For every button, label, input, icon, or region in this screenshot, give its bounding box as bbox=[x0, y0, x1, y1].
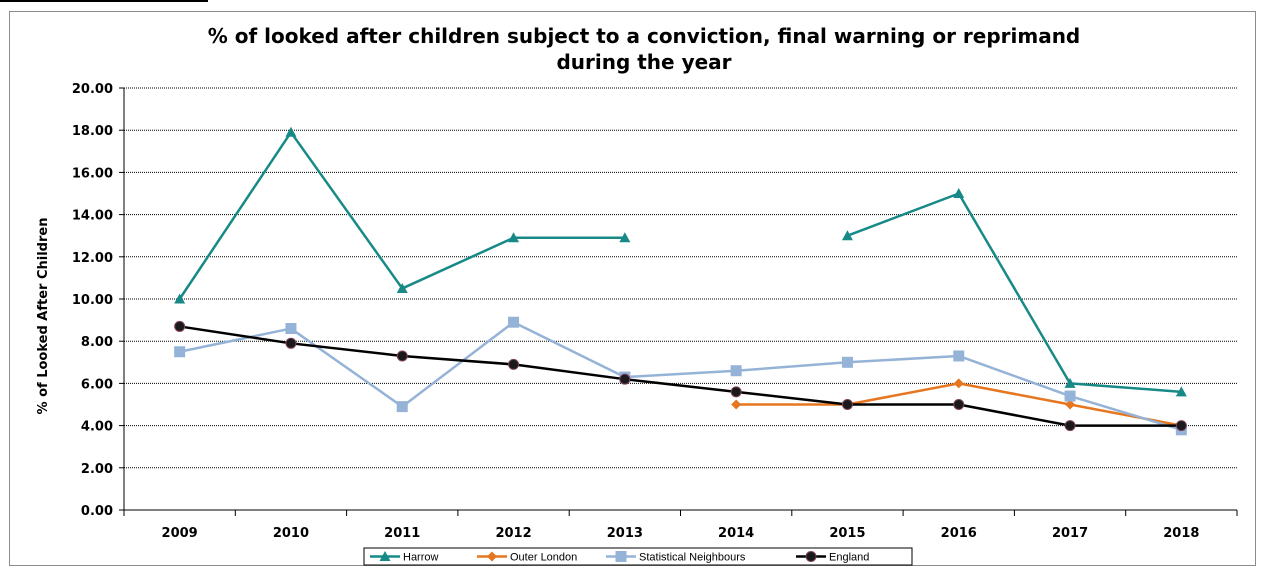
data-point-england-2012 bbox=[508, 358, 520, 370]
data-point-england-2018 bbox=[1175, 420, 1187, 432]
chart-title-line1: % of looked after children subject to a … bbox=[208, 24, 1081, 48]
y-tick-label: 8.00 bbox=[81, 335, 113, 350]
x-tick-label-2010: 2010 bbox=[273, 526, 309, 541]
data-point-harrow-2018 bbox=[1175, 386, 1187, 397]
data-point-england-2014 bbox=[730, 386, 742, 398]
data-point-statistical-neighbours-2015 bbox=[841, 356, 853, 368]
data-point-harrow-2015 bbox=[841, 230, 853, 241]
series-statistical-neighbours bbox=[174, 316, 1187, 436]
data-point-england-2013 bbox=[619, 373, 631, 385]
x-tick-label-2011: 2011 bbox=[384, 526, 420, 541]
gridlines bbox=[124, 87, 1237, 469]
chart-title-line2: during the year bbox=[556, 50, 731, 74]
data-point-harrow-2010 bbox=[285, 126, 297, 137]
legend-swatch-marker-statistical-neighbours bbox=[615, 551, 627, 562]
data-point-statistical-neighbours-2014 bbox=[730, 365, 742, 377]
data-point-england-2015 bbox=[841, 399, 853, 410]
y-tick-label: 20.00 bbox=[72, 82, 113, 97]
data-point-outer-london-2016 bbox=[953, 378, 964, 389]
data-point-england-2017 bbox=[1064, 420, 1076, 432]
x-tick-label-2009: 2009 bbox=[162, 526, 198, 541]
x-tick-label-2015: 2015 bbox=[829, 526, 865, 541]
data-point-outer-london-2014 bbox=[731, 399, 742, 410]
data-point-england-2009 bbox=[174, 320, 186, 332]
y-tick-label: 6.00 bbox=[81, 377, 113, 392]
data-point-england-2011 bbox=[396, 350, 408, 362]
y-axis-label: % of Looked After Children bbox=[36, 218, 51, 415]
x-tick-label-2013: 2013 bbox=[607, 526, 643, 541]
top-rule bbox=[0, 0, 208, 2]
legend-label-outer-london: Outer London bbox=[510, 552, 577, 564]
x-tick-labels: 2009 2010 2011 2012 2013 2014 2015 2016 2017 2018 bbox=[162, 526, 1200, 541]
y-tick-label: 16.00 bbox=[72, 166, 113, 181]
data-point-statistical-neighbours-2012 bbox=[508, 316, 520, 328]
legend-label-harrow: Harrow bbox=[403, 552, 439, 564]
legend-box bbox=[363, 547, 913, 566]
data-point-harrow-2016 bbox=[953, 188, 965, 198]
data-point-outer-london-2017 bbox=[1065, 399, 1076, 410]
y-tick-label: 14.00 bbox=[72, 209, 113, 224]
axes bbox=[119, 87, 1238, 516]
x-tick-label-2014: 2014 bbox=[718, 526, 754, 541]
series-england bbox=[174, 320, 1187, 432]
x-tick-label-2016: 2016 bbox=[941, 526, 977, 541]
y-tick-label: 2.00 bbox=[81, 462, 113, 477]
x-tick-label-2017: 2017 bbox=[1052, 526, 1088, 541]
legend: Harrow Outer London Statistical Neighbours… bbox=[363, 547, 913, 566]
series-line-statistical-neighbours bbox=[179, 320, 1182, 432]
legend-swatch-marker-harrow bbox=[379, 551, 391, 561]
data-point-harrow-2009 bbox=[174, 293, 186, 304]
legend-swatch-marker-outer-london bbox=[487, 551, 497, 562]
y-tick-label: 18.00 bbox=[72, 124, 113, 139]
series-line-harrow bbox=[847, 192, 1182, 394]
data-point-statistical-neighbours-2009 bbox=[174, 346, 186, 358]
series-harrow bbox=[174, 126, 1187, 397]
data-point-england-2010 bbox=[285, 337, 297, 349]
data-point-harrow-2011 bbox=[396, 282, 408, 293]
legend-swatch-marker-england bbox=[805, 551, 817, 562]
x-tick-label-2018: 2018 bbox=[1163, 526, 1199, 541]
legend-label-statistical-neighbours: Statistical Neighbours bbox=[639, 552, 746, 564]
y-tick-label: 10.00 bbox=[72, 293, 113, 308]
y-tick-label: 4.00 bbox=[81, 420, 113, 435]
data-point-harrow-2013 bbox=[619, 232, 631, 243]
data-point-harrow-2017 bbox=[1064, 377, 1076, 388]
data-point-statistical-neighbours-2017 bbox=[1064, 390, 1076, 402]
series-line-england bbox=[179, 325, 1182, 427]
series-line-harrow bbox=[178, 131, 625, 300]
x-tick-label-2012: 2012 bbox=[495, 526, 531, 541]
y-tick-label: 0.00 bbox=[81, 504, 113, 519]
legend-label-england: England bbox=[829, 552, 869, 564]
y-tick-labels: 0.00 2.00 4.00 6.00 8.00 10.00 12.00 14.00 16.00… bbox=[72, 82, 113, 519]
data-point-england-2016 bbox=[953, 399, 965, 410]
series-group bbox=[174, 126, 1187, 436]
data-point-statistical-neighbours-2011 bbox=[396, 401, 408, 413]
y-tick-label: 12.00 bbox=[72, 251, 113, 266]
data-point-harrow-2012 bbox=[508, 232, 520, 243]
data-point-statistical-neighbours-2010 bbox=[285, 323, 297, 335]
data-point-statistical-neighbours-2016 bbox=[953, 350, 965, 362]
